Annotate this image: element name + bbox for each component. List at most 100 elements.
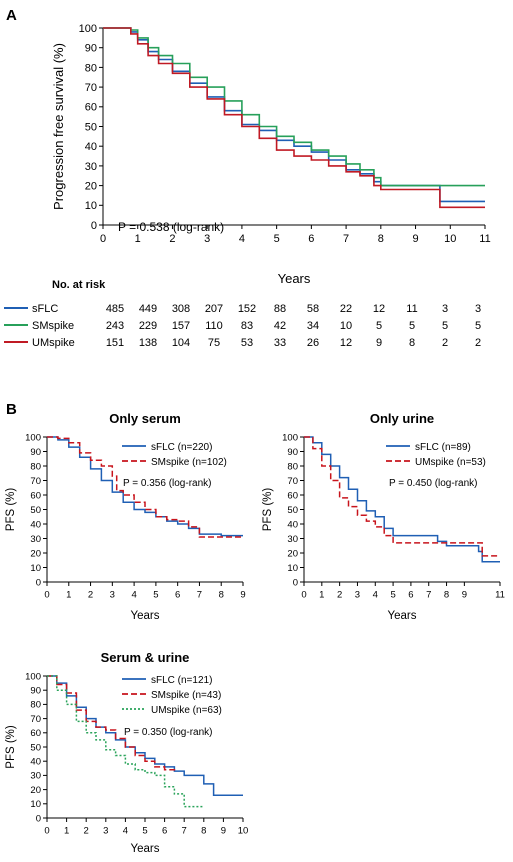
y-tick-label: 100 — [25, 432, 41, 443]
risk-cell: 5 — [442, 320, 448, 332]
y-tick-label: 80 — [30, 700, 41, 711]
x-tick-label: 1 — [66, 590, 71, 601]
x-tick-label: 10 — [444, 233, 456, 245]
series-line-umspike — [47, 675, 204, 808]
y-tick-label: 100 — [282, 432, 298, 443]
y-tick-label: 100 — [25, 671, 41, 682]
x-tick-label: 7 — [182, 826, 187, 837]
y-tick-label: 70 — [30, 714, 41, 725]
p-value-annotation: P = 0.538 (log-rank) — [118, 220, 224, 234]
y-tick-label: 10 — [30, 799, 41, 810]
chart-a: 0 10 20 30 40 50 60 70 80 90 100 0 1 2 3 4 5 6 7 8 9 10 11 Year… — [51, 23, 491, 286]
risk-cell: 104 — [172, 337, 190, 349]
y-axis-label: PFS (%) — [5, 488, 17, 532]
risk-cell: 26 — [307, 337, 319, 349]
risk-cell: 110 — [205, 320, 223, 332]
x-tick-label: 3 — [355, 590, 360, 601]
y-tick-label: 40 — [30, 757, 41, 768]
chart-serum-urine: Serum & urine 0 10 20 30 40 50 60 70 80 90 100 0 1 2 3 4… — [5, 650, 248, 855]
legend-label: UMspike (n=53) — [415, 457, 486, 468]
y-tick-label: 40 — [287, 519, 298, 530]
risk-cell: 3 — [442, 303, 448, 315]
x-tick-label: 9 — [221, 826, 226, 837]
y-tick-label: 10 — [85, 200, 97, 212]
risk-cell: 308 — [172, 303, 190, 315]
x-tick-label: 8 — [444, 590, 449, 601]
y-tick-label: 20 — [30, 785, 41, 796]
x-tick-label: 6 — [408, 590, 413, 601]
x-tick-label: 0 — [301, 590, 306, 601]
risk-row-name: SMspike — [32, 320, 74, 332]
x-tick-label: 0 — [100, 233, 106, 245]
y-tick-label: 90 — [287, 447, 298, 458]
risk-cell: 10 — [340, 320, 352, 332]
x-tick-label: 2 — [84, 826, 89, 837]
y-tick-label: 70 — [85, 82, 97, 94]
risk-cell: 53 — [241, 337, 253, 349]
panel-b-label: B — [6, 401, 17, 418]
y-tick-label: 60 — [30, 728, 41, 739]
x-tick-label: 4 — [123, 826, 128, 837]
y-tick-label: 40 — [30, 519, 41, 530]
y-tick-label: 80 — [30, 461, 41, 472]
risk-cell: 152 — [238, 303, 256, 315]
x-tick-label: 1 — [319, 590, 324, 601]
legend-label: sFLC (n=220) — [151, 442, 212, 453]
risk-cell: 83 — [241, 320, 253, 332]
x-axis-label: Years — [388, 610, 417, 622]
risk-cell: 12 — [373, 303, 385, 315]
x-tick-label: 1 — [64, 826, 69, 837]
risk-cell: 151 — [106, 337, 124, 349]
x-tick-label: 7 — [197, 590, 202, 601]
y-tick-label: 0 — [36, 577, 41, 588]
y-tick-label: 90 — [30, 686, 41, 697]
x-tick-label: 11 — [495, 590, 505, 601]
risk-cell: 42 — [274, 320, 286, 332]
chart-only-urine: Only urine 0 10 20 30 40 50 60 70 80 90 100 0 1 2 3 4 5 6 7… — [262, 411, 505, 622]
x-axis-label: Years — [131, 843, 160, 855]
x-tick-label: 0 — [44, 826, 49, 837]
series-line-sflc — [47, 436, 243, 537]
series-line-smspike — [103, 27, 485, 187]
risk-row-name: UMspike — [32, 337, 75, 349]
series-line-smspike — [47, 436, 243, 538]
x-tick-label: 4 — [373, 590, 378, 601]
y-tick-label: 60 — [85, 102, 97, 114]
series-line-umspike — [304, 436, 500, 557]
x-tick-label: 8 — [219, 590, 224, 601]
x-tick-label: 10 — [238, 826, 249, 837]
risk-row-name: sFLC — [32, 303, 58, 315]
risk-cell: 229 — [139, 320, 157, 332]
x-tick-label: 6 — [175, 590, 180, 601]
p-value-annotation: P = 0.356 (log-rank) — [123, 478, 211, 489]
panel-a-label: A — [6, 7, 17, 24]
x-tick-label: 11 — [479, 233, 490, 245]
x-tick-label: 4 — [131, 590, 136, 601]
risk-cell: 22 — [340, 303, 352, 315]
x-tick-label: 7 — [343, 233, 349, 245]
x-tick-label: 3 — [110, 590, 115, 601]
risk-cell: 449 — [139, 303, 157, 315]
risk-cell: 157 — [172, 320, 190, 332]
risk-table-title: No. at risk — [52, 279, 106, 291]
y-tick-label: 0 — [293, 577, 298, 588]
series-line-sflc — [304, 436, 500, 563]
x-tick-label: 3 — [103, 826, 108, 837]
p-value-annotation: P = 0.350 (log-rank) — [124, 727, 212, 738]
x-tick-label: 9 — [240, 590, 245, 601]
risk-cell: 3 — [475, 303, 481, 315]
x-tick-label: 5 — [142, 826, 147, 837]
y-tick-label: 60 — [287, 490, 298, 501]
x-axis-label: Years — [131, 610, 160, 622]
x-tick-label: 1 — [135, 233, 141, 245]
p-value-annotation: P = 0.450 (log-rank) — [389, 478, 477, 489]
series-line-sflc — [103, 27, 485, 203]
risk-cell: 9 — [376, 337, 382, 349]
x-tick-label: 3 — [204, 233, 210, 245]
x-tick-label: 0 — [44, 590, 49, 601]
risk-cell: 138 — [139, 337, 157, 349]
risk-cell: 12 — [340, 337, 352, 349]
y-tick-label: 20 — [85, 180, 97, 192]
